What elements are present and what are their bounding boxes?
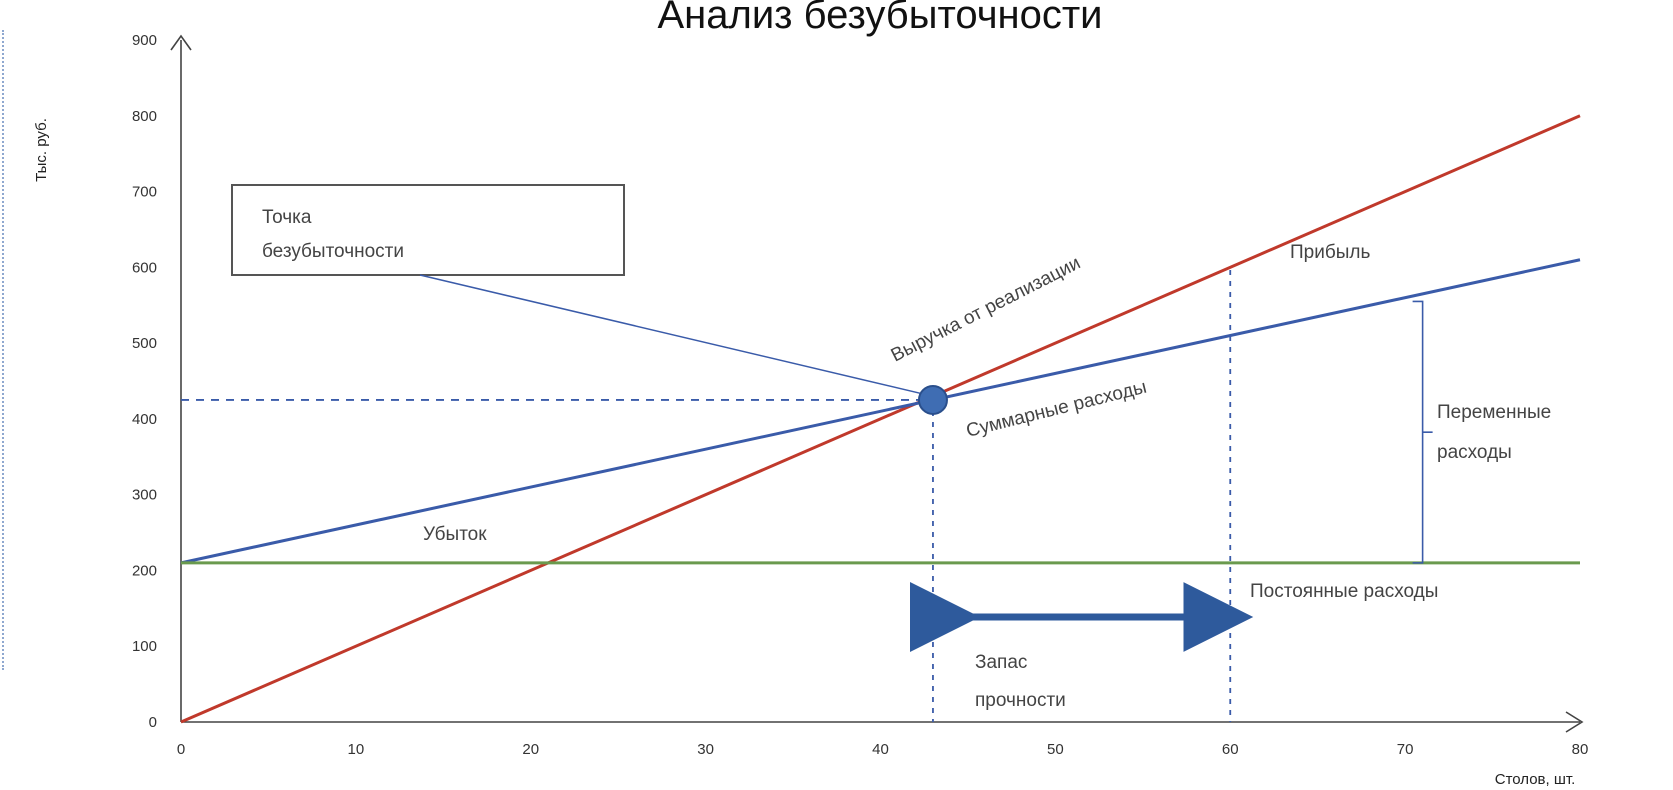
x-axis-arrow [1565,711,1584,733]
safety-margin-label-line2: прочности [975,690,1066,711]
break-even-callout-box [231,184,625,276]
y-tick-label: 300 [132,487,157,504]
x-tick-label: 30 [697,741,714,758]
break-even-callout-line1: Точка [262,207,312,228]
y-tick-label: 700 [132,184,157,201]
series-lines [180,114,1581,724]
profit-label: Прибыль [1290,242,1370,263]
variable-costs-bracket [1412,300,1433,564]
break-even-callout-line2: безубыточности [262,241,404,262]
y-tick-label: 800 [132,108,157,125]
axis-ticks: 0 10 20 30 40 50 60 70 8001002003004005006007008… [132,32,1588,758]
loss-label: Убыток [423,524,487,545]
x-tick-label: 80 [1572,741,1589,758]
x-tick-label: 40 [872,741,889,758]
variable-costs-label-line1: Переменные [1437,402,1551,423]
y-axis-arrow [170,34,192,51]
x-tick-label: 70 [1397,741,1414,758]
y-tick-label: 500 [132,335,157,352]
series-line-1 [180,114,1581,724]
variable-costs-label-line2: расходы [1437,442,1512,463]
safety-margin-label-line1: Запас [975,652,1027,673]
y-tick-label: 600 [132,259,157,276]
series-label-fixed-costs: Постоянные расходы [1250,581,1438,602]
chart-title: Анализ безубыточности [657,0,1102,37]
x-tick-label: 20 [522,741,539,758]
break-even-point [917,384,948,415]
break-even-callout-leader [419,274,924,395]
series-line-2 [180,258,1581,565]
x-axis-label: Столов, шт. [1495,771,1576,788]
x-tick-label: 0 [177,741,185,758]
x-tick-label: 50 [1047,741,1064,758]
x-tick-label: 60 [1222,741,1239,758]
y-tick-label: 200 [132,562,157,579]
x-tick-label: 10 [348,741,365,758]
y-tick-label: 100 [132,638,157,655]
y-tick-label: 400 [132,411,157,428]
series-label-revenue: Выручка от реализации [888,253,1084,367]
left-edge-dotted-border [2,30,4,670]
y-tick-label: 900 [132,32,157,49]
y-axis-label: Тыс. руб. [33,118,50,182]
y-tick-label: 0 [149,714,157,731]
